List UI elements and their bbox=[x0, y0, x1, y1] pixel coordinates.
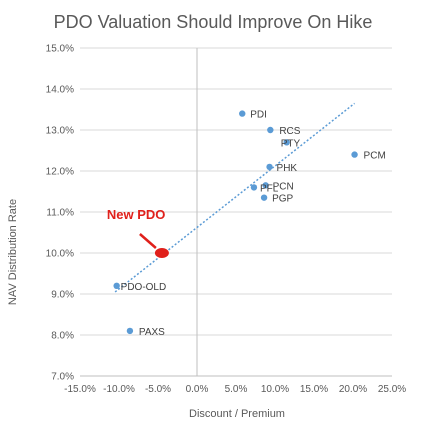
x-tick-label: 15.0% bbox=[300, 384, 328, 395]
point-label: PCM bbox=[364, 151, 386, 162]
point-label: PDI bbox=[250, 110, 267, 121]
trendline-layer bbox=[114, 102, 356, 293]
y-tick-label: 13.0% bbox=[46, 126, 74, 137]
data-point bbox=[266, 163, 273, 171]
point-label: PDO-OLD bbox=[121, 282, 167, 293]
point-label: RCS bbox=[279, 126, 300, 137]
y-tick-label: 10.0% bbox=[46, 249, 74, 260]
y-tick-label: 7.0% bbox=[51, 372, 74, 383]
y-tick-label: 15.0% bbox=[46, 44, 74, 55]
trendline bbox=[114, 102, 356, 293]
highlight-layer: New PDO bbox=[107, 207, 169, 258]
point-label: PAXS bbox=[139, 327, 165, 338]
y-tick-label: 9.0% bbox=[51, 290, 74, 301]
chart-title: PDO Valuation Should Improve On Hike bbox=[54, 12, 373, 32]
data-point bbox=[126, 327, 134, 335]
x-axis-label: Discount / Premium bbox=[189, 408, 285, 420]
point-label: PHK bbox=[277, 163, 298, 174]
data-point bbox=[239, 110, 246, 117]
gridlines bbox=[80, 47, 392, 377]
point-label: PGP bbox=[272, 194, 293, 205]
x-tick-label: -5.0% bbox=[145, 384, 171, 395]
x-tick-label: 10.0% bbox=[261, 384, 289, 395]
y-tick-label: 8.0% bbox=[51, 331, 74, 342]
data-point bbox=[113, 282, 120, 289]
axes bbox=[80, 48, 392, 377]
y-tick-labels: 7.0% 8.0% 9.0% 10.0% 11.0% 12.0% 13.0% 14.0% 15.… bbox=[46, 44, 74, 383]
x-tick-label: 20.0% bbox=[339, 384, 367, 395]
point-label: PTY bbox=[281, 138, 301, 149]
data-point bbox=[351, 151, 358, 158]
x-tick-label: 25.0% bbox=[378, 384, 406, 395]
point-label: PFL bbox=[260, 183, 279, 194]
point-label: PCN bbox=[273, 181, 294, 192]
y-tick-label: 11.0% bbox=[46, 208, 74, 219]
y-tick-label: 12.0% bbox=[46, 167, 74, 178]
x-tick-label: -10.0% bbox=[103, 384, 135, 395]
data-point bbox=[267, 126, 274, 134]
x-tick-labels: -15.0% -10.0% -5.0% 0.0% 5.0% 10.0% 15.0% 20.0%… bbox=[64, 384, 406, 395]
data-points bbox=[113, 110, 358, 335]
highlight-label: New PDO bbox=[107, 207, 166, 222]
highlight-point bbox=[154, 248, 169, 258]
data-point bbox=[283, 139, 290, 146]
x-tick-label: 5.0% bbox=[225, 384, 248, 395]
data-point bbox=[250, 184, 258, 191]
y-axis-label: NAV Distribution Rate bbox=[7, 199, 19, 305]
data-point bbox=[260, 194, 268, 201]
x-tick-label: -15.0% bbox=[64, 384, 96, 395]
y-tick-label: 14.0% bbox=[46, 85, 74, 96]
data-point bbox=[262, 182, 269, 189]
callout-arrow bbox=[139, 233, 157, 249]
x-tick-label: 0.0% bbox=[186, 384, 209, 395]
